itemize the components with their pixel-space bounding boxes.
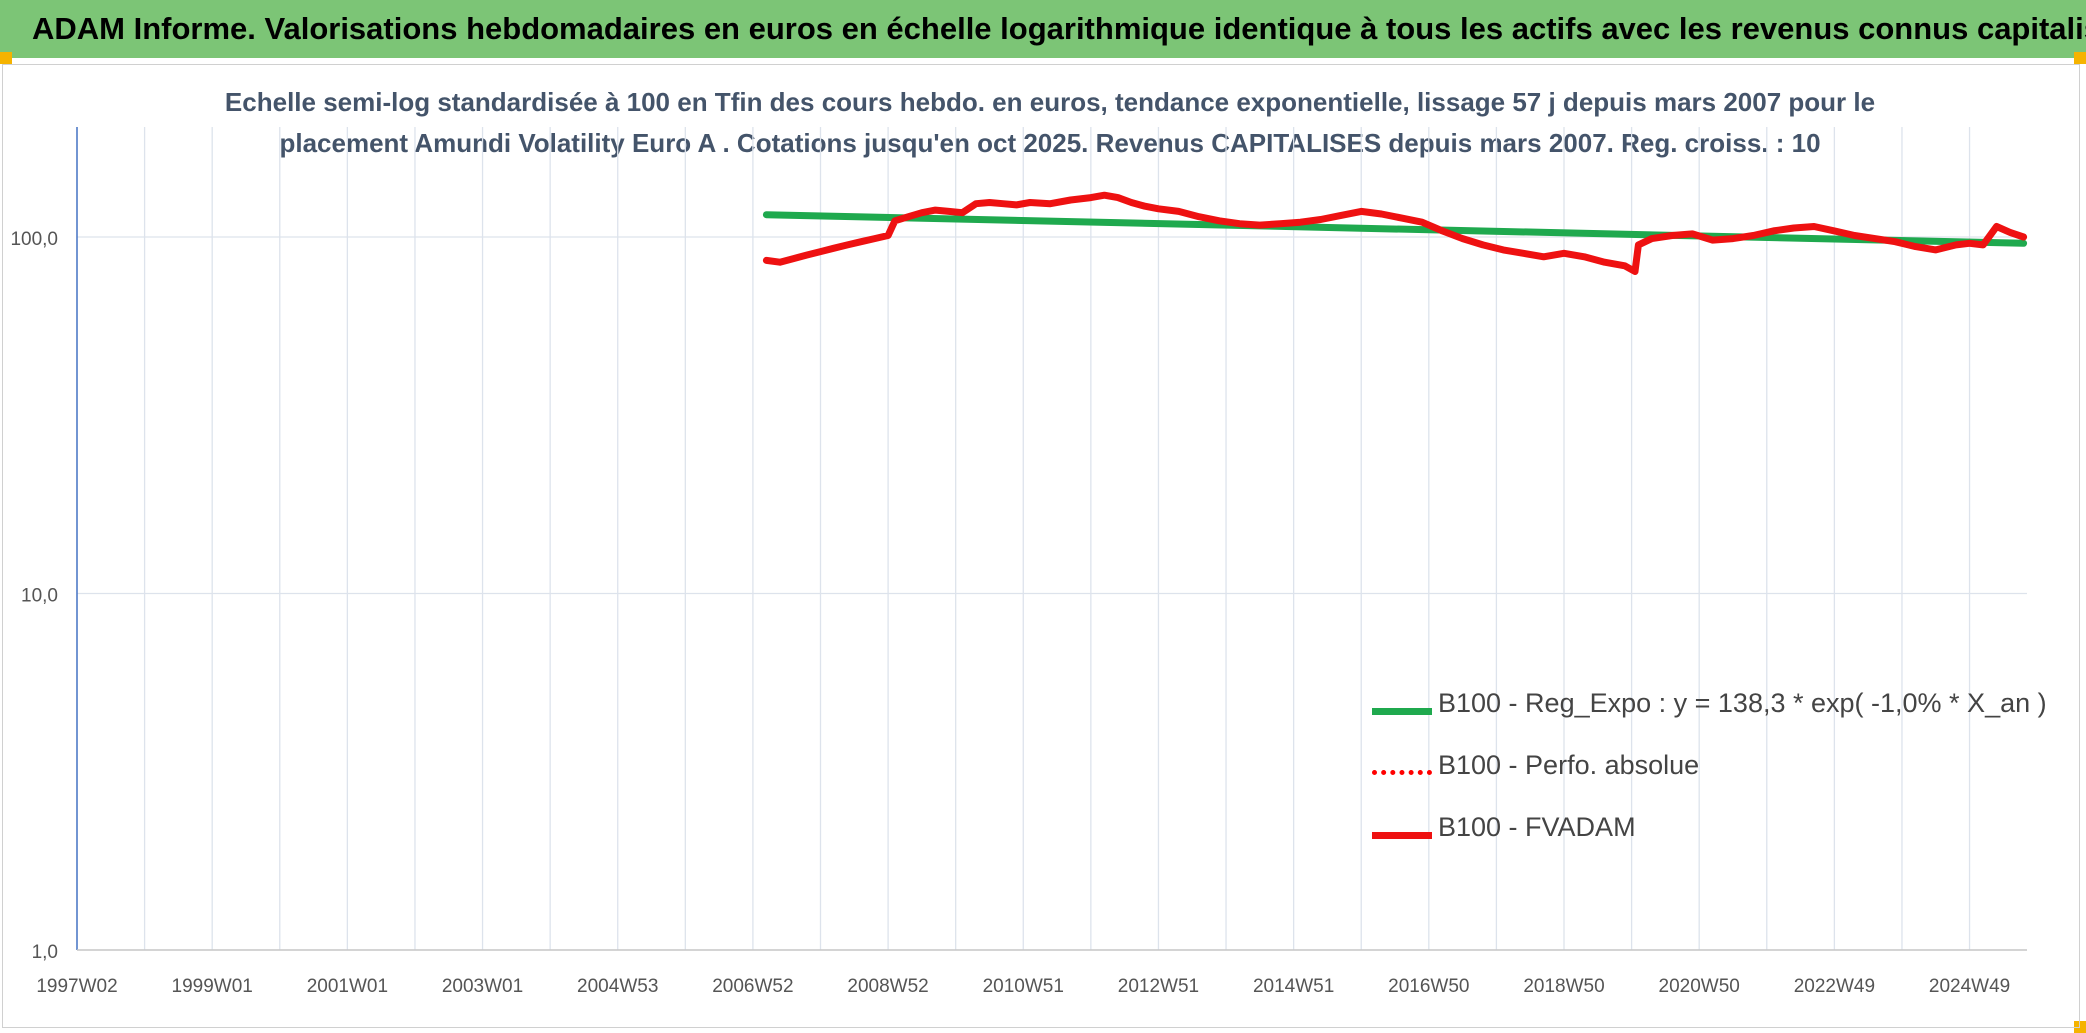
corner-marker-top-left bbox=[0, 52, 12, 64]
chart-title-line-1: Echelle semi-log standardisée à 100 en T… bbox=[224, 87, 1876, 117]
x-tick-label: 2014W51 bbox=[1253, 976, 1334, 997]
legend-label-regression: B100 - Reg_Expo : y = 138,3 * exp( -1,0%… bbox=[1438, 688, 2047, 718]
corner-marker-bottom-right bbox=[2074, 1021, 2086, 1033]
report-banner-title: ADAM Informe. Valorisations hebdomadaire… bbox=[0, 0, 2086, 58]
x-tick-label: 1999W01 bbox=[172, 976, 253, 997]
x-tick-label: 1997W02 bbox=[36, 976, 117, 997]
x-tick-label: 2003W01 bbox=[442, 976, 523, 997]
x-tick-label: 2001W01 bbox=[307, 976, 388, 997]
legend-swatch-regression bbox=[1372, 708, 1432, 715]
y-tick-label: 1,0 bbox=[32, 942, 58, 963]
x-tick-label: 2006W52 bbox=[712, 976, 793, 997]
x-tick-label: 2024W49 bbox=[1929, 976, 2010, 997]
x-tick-label: 2018W50 bbox=[1523, 976, 1604, 997]
legend-label-absolute-performance: B100 - Perfo. absolue bbox=[1438, 750, 1700, 780]
y-tick-label: 100,0 bbox=[10, 229, 58, 250]
x-tick-label: 2020W50 bbox=[1659, 976, 1740, 997]
legend-swatch-fvadam bbox=[1372, 832, 1432, 839]
x-tick-label: 2010W51 bbox=[983, 976, 1064, 997]
x-tick-label: 2008W52 bbox=[847, 976, 928, 997]
fvadam-series-line bbox=[762, 191, 2028, 275]
corner-marker-top-right bbox=[2074, 52, 2086, 64]
x-tick-label: 2004W53 bbox=[577, 976, 658, 997]
regression-series-line bbox=[762, 211, 2028, 247]
legend-label-fvadam: B100 - FVADAM bbox=[1438, 812, 1636, 842]
legend-swatch-absolute-performance bbox=[1372, 770, 1432, 775]
x-tick-label: 2016W50 bbox=[1388, 976, 1469, 997]
x-tick-label: 2012W51 bbox=[1118, 976, 1199, 997]
chart-frame bbox=[2, 64, 2080, 1028]
y-tick-label: 10,0 bbox=[21, 586, 58, 607]
x-tick-label: 2022W49 bbox=[1794, 976, 1875, 997]
